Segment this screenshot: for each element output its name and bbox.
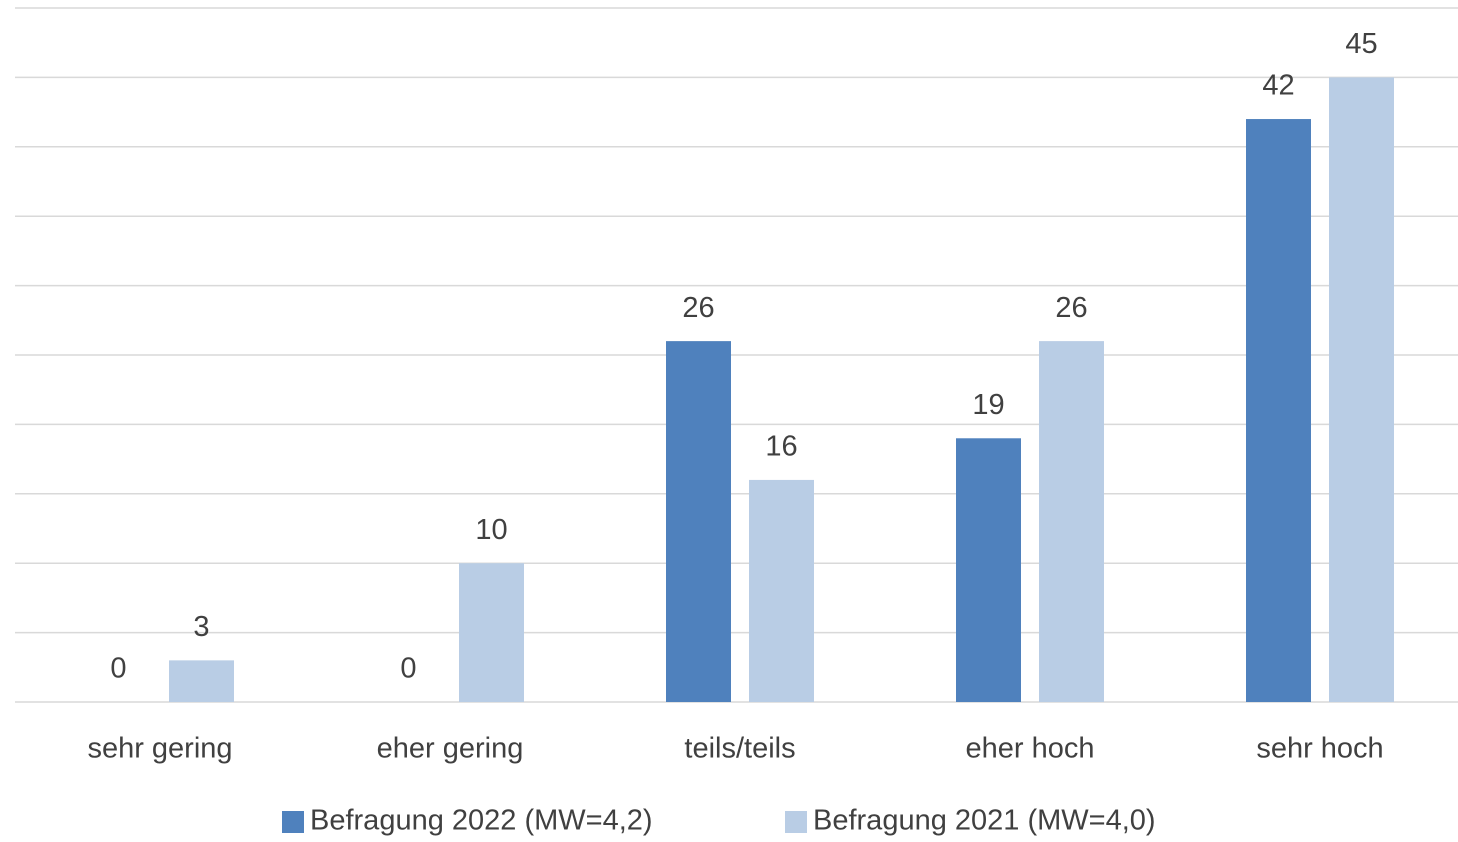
data-label: 26	[1055, 292, 1087, 324]
legend-swatch	[785, 811, 807, 833]
legend-label: Befragung 2022 (MW=4,2)	[310, 805, 653, 837]
x-tick-label: eher hoch	[966, 733, 1095, 765]
bar	[666, 341, 731, 702]
data-label: 0	[400, 653, 416, 685]
bar	[1246, 119, 1311, 703]
legend-swatch	[282, 811, 304, 833]
data-label: 45	[1345, 28, 1377, 60]
data-label: 0	[110, 653, 126, 685]
data-label: 26	[682, 292, 714, 324]
data-label: 19	[972, 389, 1004, 421]
bar	[1039, 341, 1104, 702]
legend-label: Befragung 2021 (MW=4,0)	[813, 805, 1156, 837]
data-label: 10	[475, 514, 507, 546]
x-tick-label: teils/teils	[684, 733, 795, 765]
x-tick-label: sehr gering	[87, 733, 232, 765]
bar	[1329, 77, 1394, 702]
bar	[169, 660, 234, 702]
bar	[749, 479, 814, 702]
bar	[956, 438, 1021, 702]
data-label: 16	[765, 431, 797, 463]
data-label: 3	[193, 611, 209, 643]
data-label: 42	[1262, 70, 1294, 102]
bar	[459, 563, 524, 702]
x-tick-label: sehr hoch	[1256, 733, 1383, 765]
x-tick-label: eher gering	[377, 733, 524, 765]
